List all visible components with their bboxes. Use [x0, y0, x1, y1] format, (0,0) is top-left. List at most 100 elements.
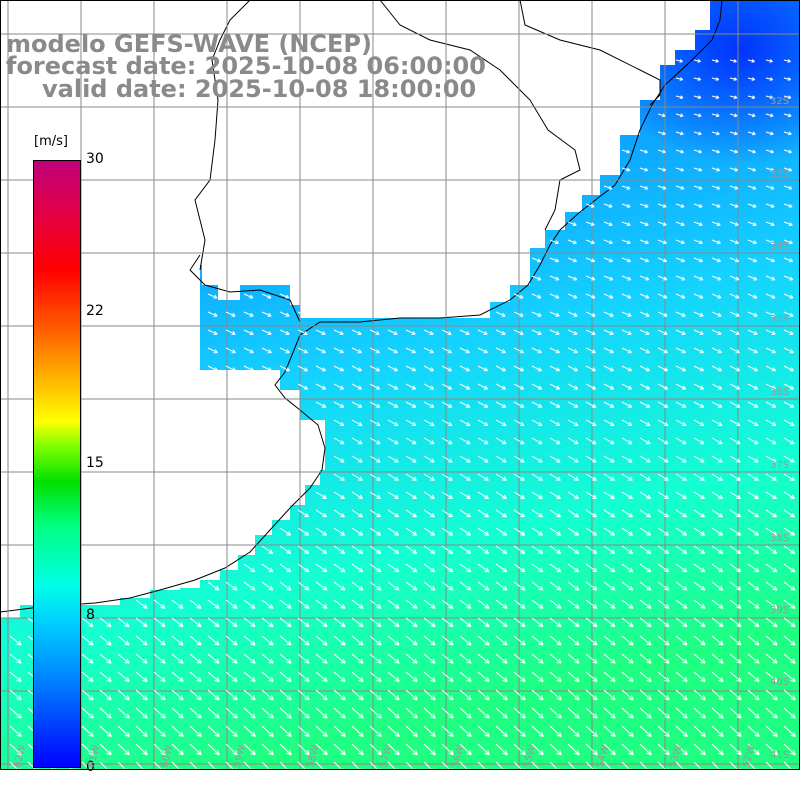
wind-arrow: [279, 293, 290, 299]
wind-arrow: [603, 437, 615, 445]
wind-arrow: [783, 239, 793, 245]
wind-arrow: [225, 581, 238, 591]
wind-arrow: [729, 743, 742, 756]
wind-arrow: [387, 653, 400, 664]
wind-arrow: [243, 635, 256, 646]
wind-arrow: [495, 491, 507, 500]
wind-arrow: [765, 77, 774, 81]
wind-arrow: [567, 653, 580, 664]
wind-arrow: [639, 293, 650, 299]
wind-arrow: [171, 743, 184, 756]
wind-arrow: [153, 671, 166, 683]
wind-arrow: [603, 527, 616, 536]
wind-arrow: [765, 401, 777, 408]
wind-arrow: [459, 599, 472, 609]
wind-arrow: [459, 725, 472, 737]
wind-arrow: [495, 707, 508, 719]
wind-arrow: [675, 167, 685, 172]
wind-arrow: [387, 527, 400, 536]
wind-arrow: [297, 545, 310, 554]
wind-arrow: [639, 383, 651, 390]
wind-arrow: [477, 635, 490, 646]
wind-arrow: [369, 689, 382, 701]
wind-arrow: [729, 239, 739, 245]
wind-arrow: [675, 455, 687, 463]
wind-arrow: [711, 365, 723, 372]
wind-arrow: [243, 365, 255, 372]
wind-arrow: [459, 437, 471, 445]
wind-arrow: [621, 581, 634, 591]
wind-arrow: [513, 725, 526, 737]
wind-arrow: [765, 509, 778, 518]
wind-arrow: [531, 491, 543, 500]
wind-arrow: [747, 635, 760, 646]
wind-arrow: [315, 743, 328, 756]
wind-arrow: [585, 527, 598, 536]
wind-arrow: [567, 545, 580, 554]
wind-arrow: [117, 617, 130, 628]
wind-arrow: [423, 635, 436, 646]
wind-arrow: [567, 563, 580, 573]
wind-arrow: [657, 365, 669, 372]
wind-arrow: [711, 239, 721, 245]
coastline: [0, 0, 723, 613]
wind-arrow: [315, 527, 328, 536]
wind-arrow: [351, 347, 362, 354]
wind-arrow: [243, 671, 256, 683]
wind-arrow: [747, 671, 760, 683]
wind-arrow: [675, 275, 686, 281]
wind-arrow: [135, 617, 148, 628]
wind-arrow: [783, 221, 793, 226]
wind-arrow: [765, 113, 774, 118]
wind-arrow: [531, 707, 544, 719]
wind-arrow: [333, 419, 345, 427]
wind-arrow: [567, 599, 580, 609]
wind-arrow: [315, 617, 328, 628]
wind-arrow: [639, 545, 652, 554]
wind-arrow: [441, 725, 454, 737]
wind-arrow: [747, 185, 757, 190]
wind-arrow: [693, 743, 706, 756]
wind-arrow: [747, 689, 760, 701]
wind-arrow: [729, 689, 742, 701]
wind-arrow: [117, 671, 130, 683]
wind-arrow: [117, 707, 130, 719]
wind-arrow: [747, 527, 760, 536]
wind-arrow: [567, 455, 579, 463]
wind-arrow: [549, 563, 562, 573]
wind-arrow: [657, 221, 667, 226]
wind-arrow: [99, 617, 112, 628]
wind-arrow: [693, 59, 701, 63]
wind-arrow: [639, 455, 651, 463]
wind-arrow: [567, 383, 579, 390]
wind-arrow: [747, 77, 756, 81]
wind-arrow: [315, 401, 327, 408]
wind-arrow: [747, 59, 755, 63]
wind-arrow: [765, 455, 777, 463]
wind-arrow: [567, 689, 580, 701]
wind-arrow: [639, 311, 650, 317]
wind-arrow: [261, 653, 274, 664]
wind-arrow: [459, 689, 472, 701]
wind-arrow: [243, 581, 256, 591]
wind-arrow: [675, 383, 687, 390]
wind-arrow: [423, 509, 436, 518]
wind-arrow: [621, 653, 634, 664]
wind-arrow: [549, 599, 562, 609]
wind-arrow: [783, 545, 796, 554]
wind-arrow: [495, 509, 508, 518]
wind-arrow: [765, 563, 778, 573]
wind-arrow: [279, 599, 292, 609]
wind-arrow: [369, 509, 382, 518]
lat-label-36s: 36S: [770, 387, 790, 398]
wind-arrow: [783, 527, 796, 536]
title-model: modelo GEFS-WAVE (NCEP): [6, 30, 372, 58]
wind-arrow: [513, 311, 524, 317]
uruguay-border: [379, 0, 581, 231]
wind-arrow: [189, 635, 202, 646]
wind-arrow: [549, 257, 560, 263]
wind-arrow: [531, 257, 542, 263]
wind-arrow: [585, 401, 597, 408]
wind-arrow: [621, 599, 634, 609]
wind-arrow: [99, 743, 112, 756]
